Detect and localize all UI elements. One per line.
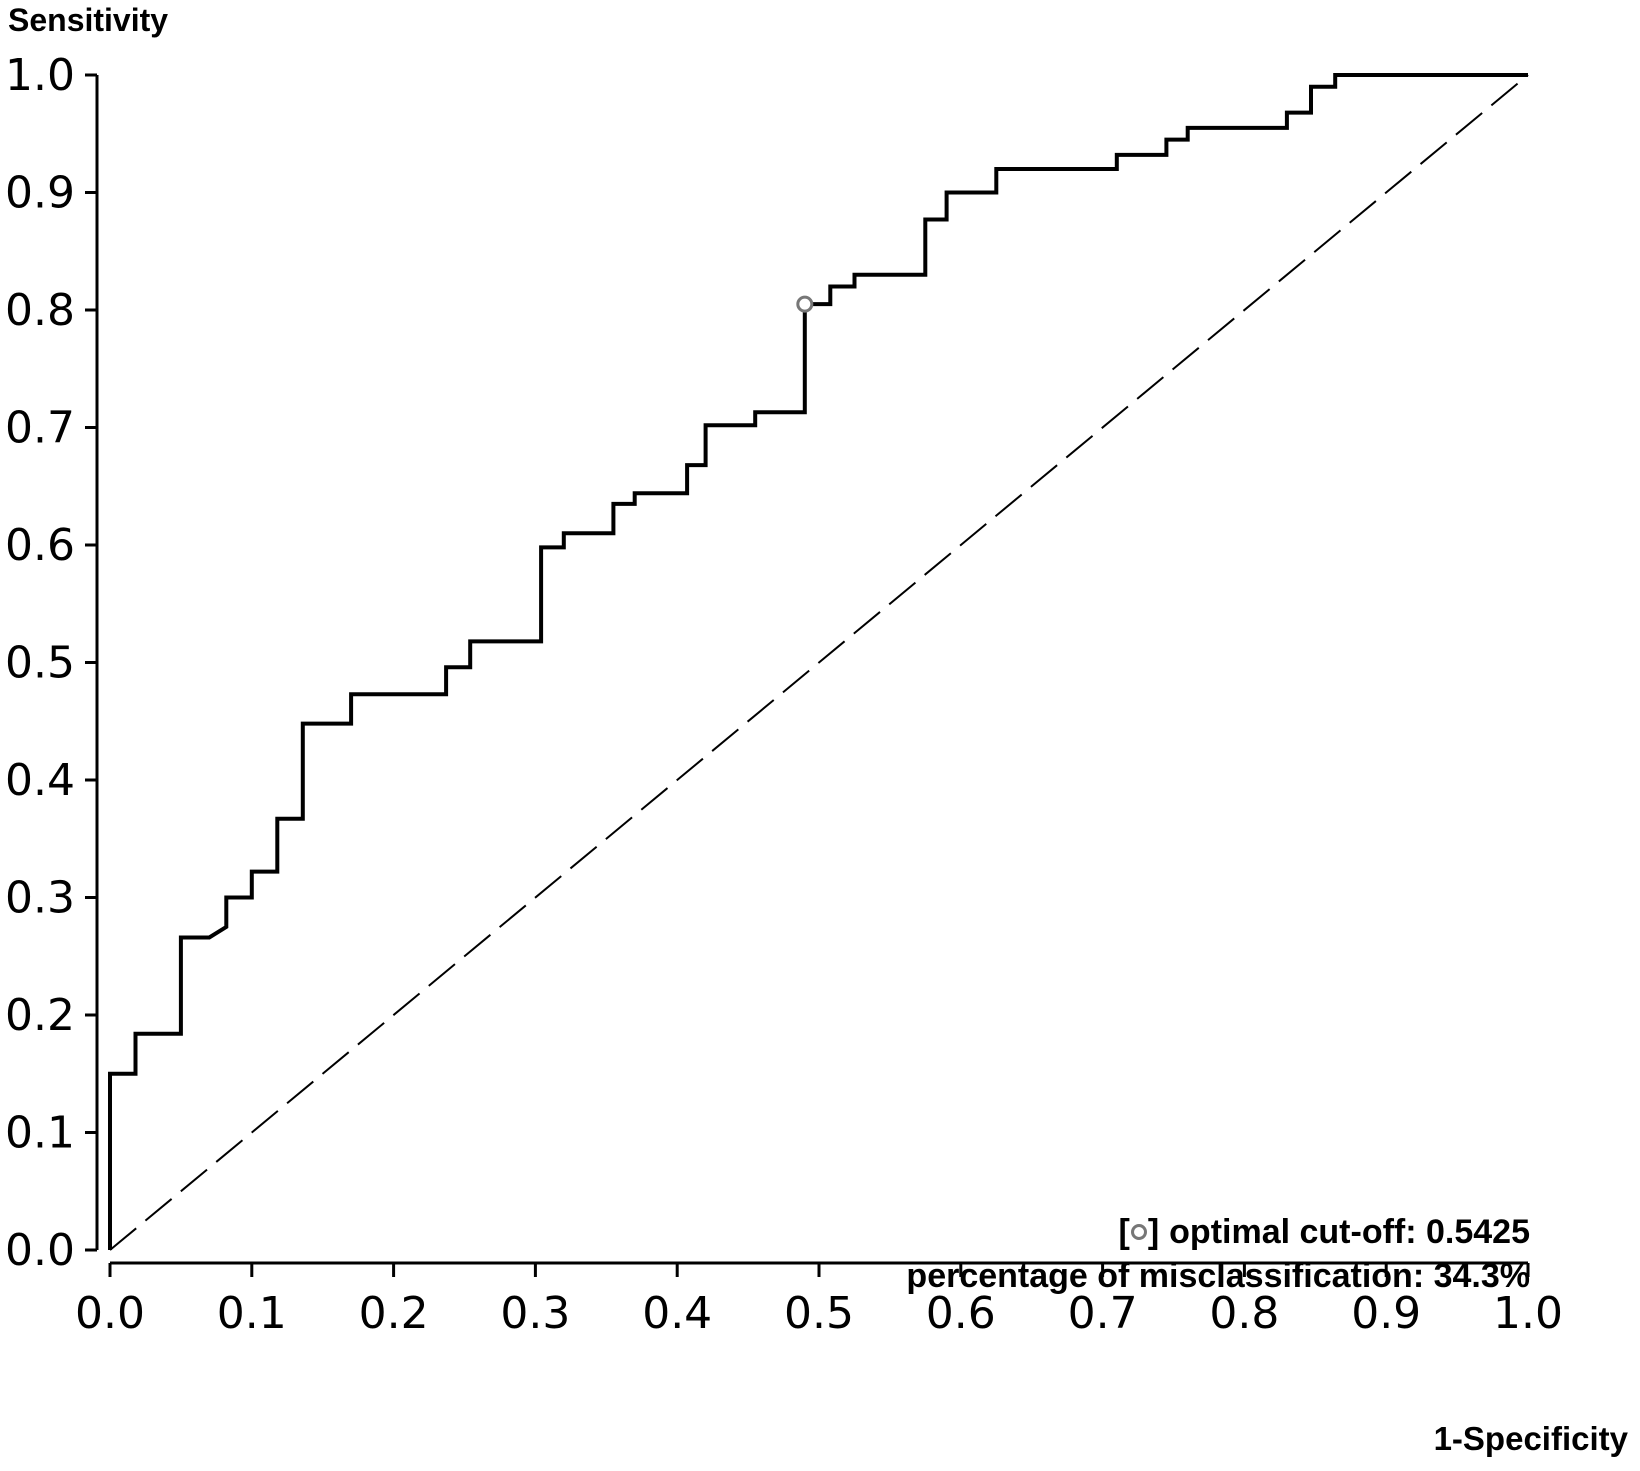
y-tick-label: 1.0 [5,50,75,101]
x-tick-label: 0.7 [1068,1288,1138,1339]
legend-bracket-close: ] [1147,1213,1160,1251]
x-tick-label: 0.3 [500,1288,570,1339]
y-tick-label: 0.1 [5,1108,75,1159]
y-tick-label: 0.6 [5,520,75,571]
x-tick-label: 0.4 [642,1288,712,1339]
x-tick-label: 1.0 [1493,1288,1563,1339]
x-tick-label: 0.5 [784,1288,854,1339]
y-tick-label: 0.8 [5,285,75,336]
legend-misclassification-row: percentage of misclassification: 34.3% [906,1254,1530,1298]
x-tick-label: 0.2 [359,1288,429,1339]
optimal-marker-icon [1130,1221,1148,1243]
y-tick-label: 0.0 [5,1225,75,1276]
y-axis-label: Sensitivity [8,2,169,38]
y-tick-label: 0.5 [5,638,75,689]
x-axis-label: 1-Specificity [1433,1420,1628,1457]
y-tick-label: 0.2 [5,990,75,1041]
y-tick-label: 0.7 [5,403,75,454]
x-tick-label: 0.8 [1209,1288,1279,1339]
x-tick-label: 0.6 [926,1288,996,1339]
x-tick-label: 0.1 [217,1288,287,1339]
legend-cutoff-row: [ ] optimal cut-off: 0.5425 [906,1210,1531,1254]
y-tick-label: 0.9 [5,168,75,219]
roc-curve-line [108,73,1528,1250]
x-tick-label: 0.9 [1351,1288,1421,1339]
legend-misclassification-text: percentage of misclassification: 34.3% [906,1257,1530,1295]
legend-bracket-open: [ [1118,1213,1130,1251]
y-tick-label: 0.4 [5,755,75,806]
x-tick-label: 0.0 [75,1288,145,1339]
reference-diagonal-line [109,74,1529,1251]
y-tick-label: 0.3 [5,873,75,924]
optimal-cutoff-marker [796,295,814,313]
legend: [ ] optimal cut-off: 0.5425 percentage o… [906,1210,1530,1298]
legend-cutoff-text: optimal cut-off: 0.5425 [1169,1213,1530,1251]
